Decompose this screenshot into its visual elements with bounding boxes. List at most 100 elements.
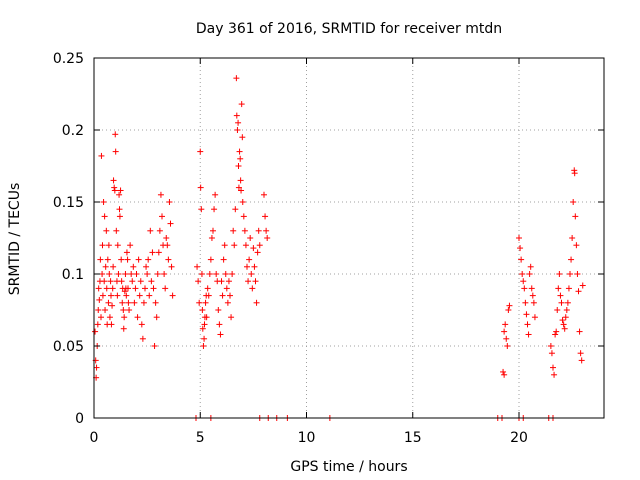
data-point xyxy=(263,227,270,234)
data-point xyxy=(249,285,256,292)
data-point xyxy=(128,271,135,277)
data-point xyxy=(202,299,209,306)
data-point xyxy=(215,307,222,313)
data-point xyxy=(218,278,225,285)
data-point xyxy=(200,343,207,349)
data-point xyxy=(235,119,242,126)
data-point xyxy=(570,199,577,205)
data-point xyxy=(198,206,205,213)
data-point xyxy=(527,263,534,270)
data-point xyxy=(134,314,141,321)
data-point xyxy=(111,184,118,191)
data-point xyxy=(126,307,133,313)
data-point xyxy=(252,278,259,285)
data-point xyxy=(241,227,248,234)
data-point xyxy=(133,271,140,277)
data-point xyxy=(163,235,170,241)
data-point xyxy=(239,199,246,205)
data-point xyxy=(579,282,586,289)
data-point xyxy=(556,271,563,277)
data-point xyxy=(161,271,168,277)
data-point xyxy=(240,213,247,220)
data-point xyxy=(576,328,583,335)
data-point xyxy=(109,302,116,309)
data-point xyxy=(106,314,113,321)
x-tick-label: 15 xyxy=(404,430,422,446)
data-point xyxy=(236,148,243,155)
data-point xyxy=(573,242,580,249)
data-point xyxy=(99,292,106,299)
data-point xyxy=(98,314,105,321)
data-point xyxy=(553,328,560,335)
y-tick-label: 0.1 xyxy=(62,267,84,283)
data-point xyxy=(568,256,575,263)
data-point xyxy=(518,256,525,263)
data-point xyxy=(129,278,136,285)
data-point xyxy=(149,249,156,256)
data-point xyxy=(114,242,121,249)
data-point xyxy=(548,350,555,357)
data-point xyxy=(140,299,147,306)
data-point xyxy=(114,292,121,299)
data-point xyxy=(207,256,214,263)
data-point xyxy=(142,285,148,292)
data-point xyxy=(108,321,115,328)
x-tick-label: 5 xyxy=(196,430,205,446)
data-point xyxy=(577,350,584,357)
x-axis-label: GPS time / hours xyxy=(290,459,407,475)
data-point xyxy=(121,288,128,295)
data-point xyxy=(560,321,567,328)
data-point xyxy=(123,292,130,299)
y-tick-label: 0.05 xyxy=(53,339,84,355)
data-point xyxy=(235,163,242,169)
data-point xyxy=(529,292,536,299)
y-tick-label: 0.2 xyxy=(62,123,84,139)
data-point xyxy=(120,307,127,313)
data-point xyxy=(145,256,152,263)
data-point xyxy=(146,292,153,299)
data-point xyxy=(234,127,241,133)
data-point xyxy=(526,271,533,277)
data-point xyxy=(559,317,566,324)
data-point xyxy=(125,285,131,292)
data-point xyxy=(199,307,206,313)
data-point xyxy=(110,177,117,184)
y-axis-label: SRMTID / TECUs xyxy=(7,183,23,296)
data-point xyxy=(165,256,172,263)
data-point xyxy=(116,206,123,213)
data-point xyxy=(122,271,129,277)
data-point xyxy=(228,314,235,321)
x-tick-label: 20 xyxy=(510,430,528,446)
data-point xyxy=(199,325,206,332)
data-point xyxy=(156,227,163,234)
data-point xyxy=(168,263,175,270)
data-point xyxy=(248,271,255,277)
data-point xyxy=(106,271,113,277)
data-point xyxy=(575,288,582,295)
data-point xyxy=(117,187,124,194)
data-point xyxy=(233,75,240,82)
data-point xyxy=(216,321,223,328)
data-point xyxy=(203,314,210,321)
data-point xyxy=(571,170,578,177)
data-point xyxy=(144,271,151,277)
grid xyxy=(94,58,604,418)
data-point xyxy=(244,263,250,270)
data-point xyxy=(530,299,537,306)
y-tick-label: 0 xyxy=(75,411,84,427)
data-point xyxy=(254,249,261,256)
data-point xyxy=(130,263,137,270)
data-point xyxy=(110,263,117,270)
plot-frame xyxy=(93,57,605,419)
x-tick-label: 10 xyxy=(298,430,316,446)
data-point xyxy=(105,242,112,249)
data-point xyxy=(116,213,123,220)
data-point xyxy=(506,302,513,309)
data-point xyxy=(104,256,111,263)
data-point xyxy=(231,242,238,249)
data-point xyxy=(255,227,262,234)
data-point xyxy=(503,335,510,342)
data-point xyxy=(101,278,108,285)
data-point xyxy=(554,307,561,313)
